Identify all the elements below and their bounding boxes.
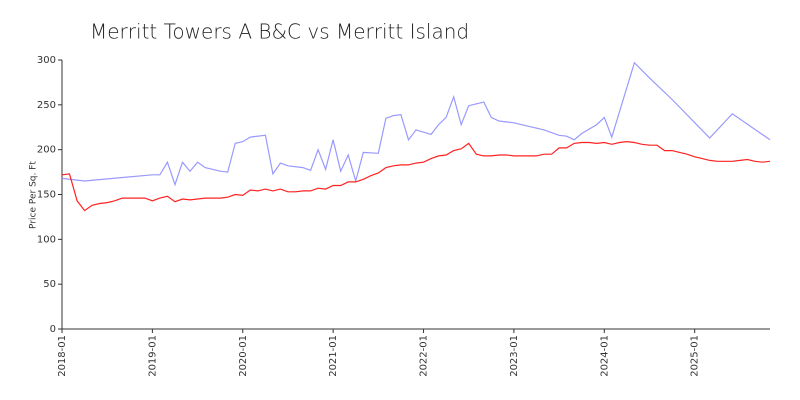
x-tick-label: 2018-01 xyxy=(57,335,68,377)
y-tick-label: 250 xyxy=(37,100,56,111)
y-tick-label: 50 xyxy=(43,279,56,290)
y-tick-label: 300 xyxy=(37,55,56,66)
x-tick-label: 2020-01 xyxy=(238,335,249,377)
y-tick-label: 150 xyxy=(37,190,56,201)
series-line xyxy=(61,140,771,212)
x-tick-label: 2024-01 xyxy=(599,335,610,377)
x-tick-label: 2021-01 xyxy=(328,335,339,377)
y-axis-label: Price Per Sq. Ft xyxy=(29,161,39,229)
x-tick-label: 2022-01 xyxy=(419,335,430,377)
y-tick-label: 100 xyxy=(37,234,56,245)
x-tick-label: 2023-01 xyxy=(509,335,520,377)
y-tick-label: 200 xyxy=(37,145,56,156)
chart-title: Merritt Towers A B&C vs Merritt Island xyxy=(90,20,469,44)
y-tick-label: 0 xyxy=(50,324,56,335)
series-line xyxy=(61,61,771,187)
x-tick-label: 2025-01 xyxy=(690,335,701,377)
x-tick-label: 2019-01 xyxy=(147,335,158,377)
